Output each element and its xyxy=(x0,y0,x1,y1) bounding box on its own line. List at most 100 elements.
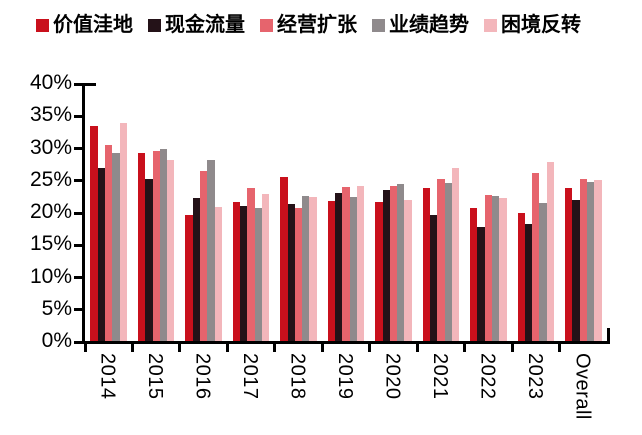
bar-业绩趋势-2016 xyxy=(207,159,215,341)
bar-经营扩张-2014 xyxy=(105,144,113,341)
bar-价值洼地-Overall xyxy=(565,187,573,341)
bar-经营扩张-2015 xyxy=(152,151,160,341)
bar-困境反转-2019 xyxy=(356,186,365,341)
bar-价值洼地-2023 xyxy=(517,212,525,341)
y-tick xyxy=(74,114,82,118)
x-category-label: 2014 xyxy=(96,353,119,400)
y-tick-label: 40% xyxy=(29,71,72,94)
bar-现金流量-2020 xyxy=(382,190,390,341)
legend-item-3: 经营扩张 xyxy=(260,14,357,36)
x-tick xyxy=(83,344,87,352)
bar-经营扩张-2016 xyxy=(199,171,208,341)
x-tick xyxy=(368,344,372,352)
legend-marker-icon xyxy=(36,18,49,32)
bar-现金流量-2023 xyxy=(524,223,533,341)
x-category-label: 2019 xyxy=(334,353,356,400)
y-tick xyxy=(74,179,82,183)
legend-marker-icon xyxy=(148,18,161,32)
bar-group-2020 xyxy=(370,83,417,341)
x-category-label: 2021 xyxy=(428,353,451,400)
bar-业绩趋势-2014 xyxy=(112,152,120,341)
y-tick xyxy=(74,308,82,312)
y-tick-label: 5% xyxy=(41,296,72,320)
bar-现金流量-2022 xyxy=(477,227,485,341)
bar-困境反转-2016 xyxy=(214,206,222,341)
y-tick-label: 20% xyxy=(29,200,72,223)
legend-label: 业绩趋势 xyxy=(389,14,469,36)
legend-label: 困境反转 xyxy=(501,14,581,36)
x-category-label: 2016 xyxy=(191,353,214,400)
bar-group-2014 xyxy=(85,83,132,341)
legend-label: 经营扩张 xyxy=(277,14,357,36)
bar-group-2022 xyxy=(465,83,512,341)
legend-marker-icon xyxy=(372,18,385,32)
x-tick xyxy=(415,344,419,352)
bar-经营扩张-Overall xyxy=(579,179,587,341)
x-category-label: 2022 xyxy=(476,353,499,400)
bar-group-2019 xyxy=(322,83,369,341)
x-category-label: 2017 xyxy=(239,353,262,400)
bar-困境反转-2015 xyxy=(167,159,175,341)
x-axis xyxy=(82,341,610,344)
bar-价值洼地-2016 xyxy=(185,215,193,341)
bar-经营扩张-2017 xyxy=(247,187,255,341)
bar-困境反转-2017 xyxy=(262,193,270,341)
y-tick xyxy=(74,243,82,247)
bar-现金流量-Overall xyxy=(572,200,580,341)
bar-经营扩张-2023 xyxy=(532,172,540,341)
legend-marker-icon xyxy=(260,18,273,32)
bar-价值洼地-2018 xyxy=(280,176,288,341)
y-tick-label: 15% xyxy=(29,232,72,256)
legend-item-1: 价值洼地 xyxy=(36,14,133,36)
bar-价值洼地-2021 xyxy=(422,187,430,341)
legend-label: 现金流量 xyxy=(165,14,245,36)
y-tick-label: 30% xyxy=(29,135,72,159)
bar-经营扩张-2022 xyxy=(484,194,492,341)
y-tick xyxy=(74,211,82,215)
bar-困境反转-2020 xyxy=(404,200,412,341)
bar-业绩趋势-Overall xyxy=(586,181,595,341)
x-tick xyxy=(463,344,467,352)
y-tick-label: 35% xyxy=(29,103,72,127)
y-tick xyxy=(74,276,82,279)
y-axis xyxy=(82,83,85,344)
bar-业绩趋势-2015 xyxy=(159,149,168,341)
bar-经营扩张-2018 xyxy=(294,207,303,341)
bar-group-2021 xyxy=(417,83,464,341)
y-tick xyxy=(74,147,82,150)
bar-group-2016 xyxy=(180,83,227,341)
bar-经营扩张-2021 xyxy=(437,179,445,341)
bar-价值洼地-2019 xyxy=(327,201,336,341)
bar-现金流量-2015 xyxy=(145,179,153,341)
bar-业绩趋势-2022 xyxy=(492,195,500,341)
bar-group-Overall xyxy=(560,83,607,341)
bar-现金流量-2019 xyxy=(335,193,343,341)
legend-label: 价值洼地 xyxy=(53,14,133,36)
bar-经营扩张-2019 xyxy=(342,186,350,341)
x-category-label: 2018 xyxy=(286,353,309,400)
x-axis-end-cap xyxy=(607,328,610,342)
x-tick xyxy=(510,344,514,352)
legend-item-4: 业绩趋势 xyxy=(372,14,469,36)
x-category-label: Overall xyxy=(571,353,594,420)
bar-group-2018 xyxy=(275,83,322,341)
bar-现金流量-2014 xyxy=(97,168,106,341)
bar-困境反转-2021 xyxy=(451,167,460,341)
bar-现金流量-2018 xyxy=(287,203,295,341)
bar-困境反转-2014 xyxy=(119,123,127,341)
x-category-label: 2023 xyxy=(523,353,546,400)
bar-业绩趋势-2019 xyxy=(349,196,357,341)
y-tick-label: 25% xyxy=(29,167,72,191)
x-tick xyxy=(178,344,182,352)
bar-价值洼地-2022 xyxy=(470,208,478,341)
x-category-label: 2015 xyxy=(144,353,167,400)
bar-group-2015 xyxy=(132,83,179,341)
x-tick xyxy=(225,344,229,352)
bar-业绩趋势-2020 xyxy=(397,184,405,341)
bar-经营扩张-2020 xyxy=(389,185,398,341)
bar-困境反转-Overall xyxy=(594,180,602,341)
bar-现金流量-2021 xyxy=(429,214,438,341)
x-tick xyxy=(558,344,562,352)
bar-业绩趋势-2017 xyxy=(254,208,263,341)
y-tick xyxy=(74,340,82,344)
